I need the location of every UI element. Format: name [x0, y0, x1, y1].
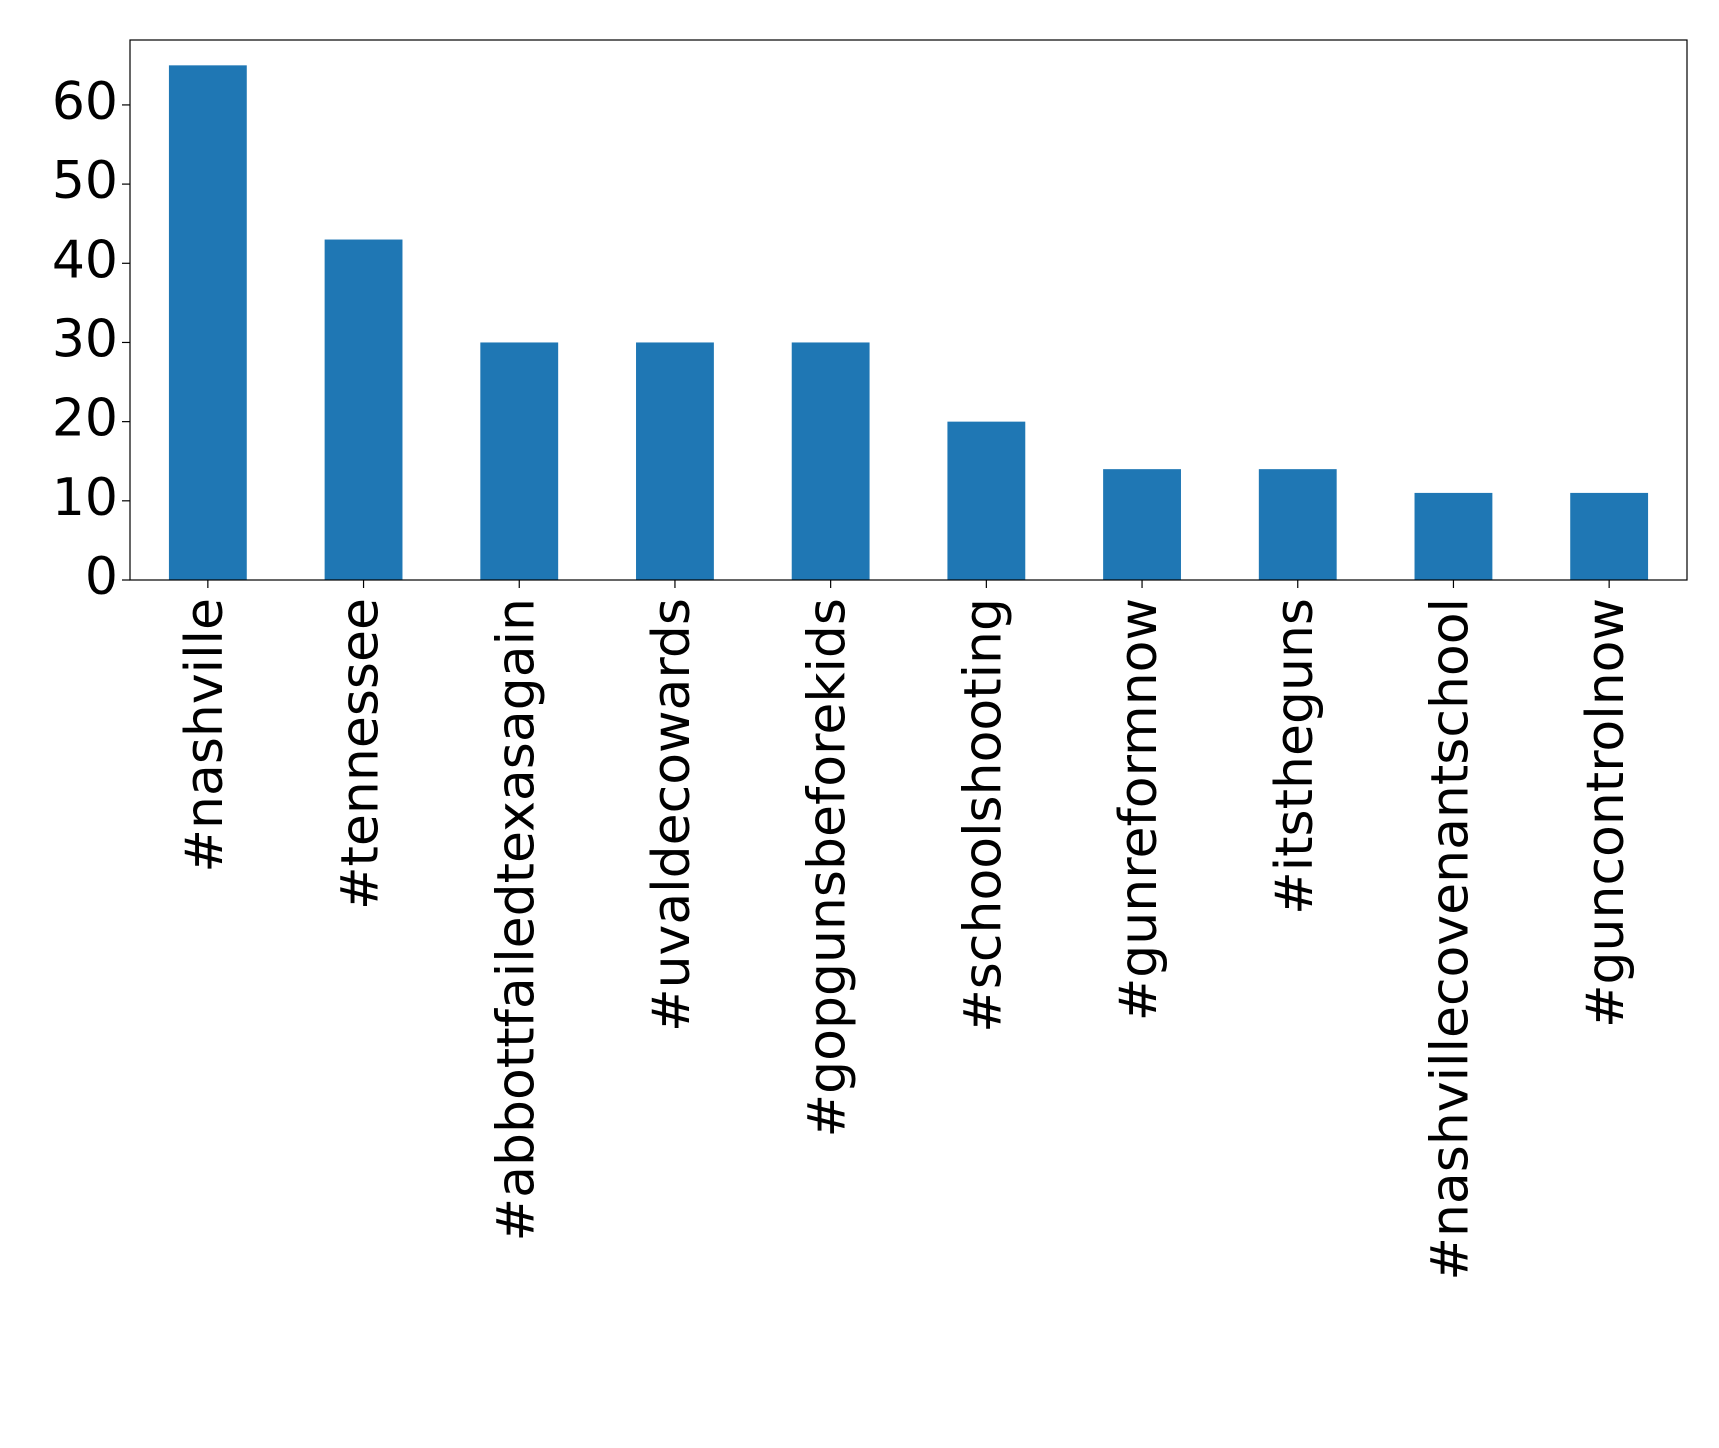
plot-frame — [129, 39, 1688, 581]
y-tick-label: 50 — [52, 151, 118, 211]
bar — [324, 239, 403, 580]
bar — [636, 342, 714, 580]
x-tick-label: #nashville — [175, 598, 235, 873]
bar — [168, 65, 247, 581]
y-tick-label: 20 — [52, 389, 118, 449]
bar — [947, 421, 1026, 580]
bar — [791, 342, 870, 580]
x-tick-label: #uvaldecowards — [642, 598, 702, 1032]
x-tick-label: #schoolshooting — [953, 598, 1013, 1033]
y-tick-label: 30 — [52, 309, 118, 369]
x-tick-label: #nashvillecovenantschool — [1420, 598, 1480, 1281]
x-tick-label: #gopgunsbeforekids — [798, 598, 858, 1137]
x-tick-label: #gunreformnow — [1109, 598, 1169, 1021]
bar — [1414, 492, 1493, 580]
bar — [1103, 469, 1181, 580]
y-tick-label: 40 — [52, 230, 118, 290]
y-tick-label: 0 — [85, 547, 118, 607]
y-tick-label: 60 — [52, 72, 118, 132]
bar — [480, 342, 559, 580]
y-tick-label: 10 — [52, 468, 118, 528]
x-tick-label: #itstheguns — [1265, 598, 1325, 915]
x-tick-label: #tennessee — [331, 598, 391, 910]
bar — [1570, 492, 1649, 580]
x-tick-label: #guncontrolnow — [1576, 598, 1636, 1028]
bar — [1258, 469, 1337, 580]
x-tick-label: #abbottfailedtexasagain — [486, 598, 546, 1241]
